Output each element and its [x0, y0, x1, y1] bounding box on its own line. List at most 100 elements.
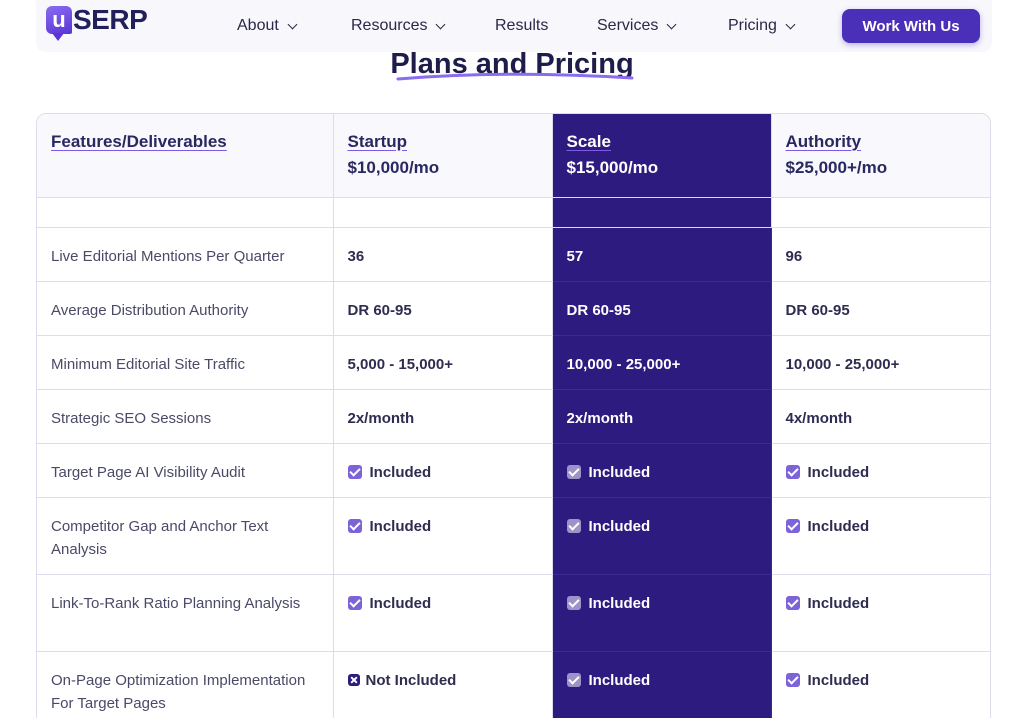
status-text: Included [588, 463, 651, 481]
authority-value: Included [770, 573, 990, 652]
plan-name[interactable]: Scale [566, 132, 611, 151]
logo-text: SERP [73, 4, 148, 35]
features-header: Features/Deliverables [37, 114, 334, 198]
nav-item-about[interactable]: About [237, 0, 298, 52]
table-row: Strategic SEO Sessions 2x/month 2x/month… [37, 388, 990, 444]
table-row: Target Page AI Visibility Audit Included… [37, 442, 990, 498]
checkbox-checked-icon [785, 465, 800, 479]
status-text: Included [588, 671, 651, 689]
feature-name: Target Page AI Visibility Audit [37, 442, 334, 498]
feature-name: Competitor Gap and Anchor Text Analysis [37, 496, 334, 575]
startup-value: 2x/month [332, 388, 553, 444]
nav-item-label: Results [495, 17, 549, 34]
logo-mark-icon: u [46, 6, 72, 41]
nav-item-pricing[interactable]: Pricing [728, 0, 796, 52]
status-text: Included [588, 594, 651, 612]
status-text: Included [369, 517, 432, 535]
checkbox-checked-icon [566, 596, 581, 610]
authority-value: 10,000 - 25,000+ [770, 334, 990, 390]
startup-value: Not Included [332, 650, 553, 718]
top-navbar: u SERP About Resources Results Services … [36, 0, 992, 52]
nav-item-label: Services [597, 17, 659, 34]
authority-value: 96 [770, 226, 990, 282]
features-header-label[interactable]: Features/Deliverables [51, 132, 227, 151]
scale-value: 10,000 - 25,000+ [551, 334, 772, 390]
chevron-down-icon [436, 19, 446, 29]
checkbox-checked-icon [347, 465, 362, 479]
authority-value: Included [770, 442, 990, 498]
status-text: Included [807, 671, 870, 689]
checkbox-checked-icon [347, 596, 362, 610]
spacer-row [37, 196, 990, 228]
startup-value: Included [332, 573, 553, 652]
plan-name[interactable]: Startup [347, 132, 408, 151]
scale-value: Included [551, 573, 772, 652]
table-row: On-Page Optimization Implementation For … [37, 650, 990, 718]
checkbox-checked-icon [785, 596, 800, 610]
brand-logo[interactable]: u SERP [46, 4, 148, 46]
authority-value: 4x/month [770, 388, 990, 444]
plan-header-scale: Scale $15,000/mo [551, 114, 772, 198]
plan-price: $15,000/mo [566, 158, 659, 177]
plan-header-startup: Startup $10,000/mo [332, 114, 553, 198]
scale-value: Included [551, 442, 772, 498]
status-text: Included [807, 463, 870, 481]
nav-item-resources[interactable]: Resources [351, 0, 446, 52]
title-underline-decoration [396, 72, 634, 81]
pricing-table: Features/Deliverables Startup $10,000/mo… [36, 113, 991, 718]
scale-value: 57 [551, 226, 772, 282]
chevron-down-icon [785, 19, 796, 29]
startup-value: DR 60-95 [332, 280, 553, 336]
nav-item-label: Pricing [728, 17, 777, 34]
authority-value: Included [770, 650, 990, 718]
nav-item-services[interactable]: Services [597, 0, 677, 52]
scale-value: Included [551, 496, 772, 575]
checkbox-checked-icon [785, 519, 800, 533]
table-row: Competitor Gap and Anchor Text Analysis … [37, 496, 990, 575]
x-box-icon [347, 674, 360, 686]
startup-value: 36 [332, 226, 553, 282]
scale-value: 2x/month [551, 388, 772, 444]
checkbox-checked-icon [347, 519, 362, 533]
nav-item-label: About [237, 17, 279, 34]
status-text: Included [369, 594, 432, 612]
feature-name: Minimum Editorial Site Traffic [37, 334, 334, 390]
status-text: Included [807, 517, 870, 535]
nav-item-label: Resources [351, 17, 428, 34]
chevron-down-icon [666, 19, 677, 29]
checkbox-checked-icon [566, 465, 581, 479]
checkbox-checked-icon [785, 673, 800, 687]
table-row: Live Editorial Mentions Per Quarter 36 5… [37, 226, 990, 282]
status-text: Included [588, 517, 651, 535]
scale-value: Included [551, 650, 772, 718]
feature-name: Average Distribution Authority [37, 280, 334, 336]
status-text: Included [807, 594, 870, 612]
authority-value: DR 60-95 [770, 280, 990, 336]
plan-price: $10,000/mo [347, 158, 440, 177]
spacer-cell [551, 196, 772, 228]
plan-name[interactable]: Authority [785, 132, 862, 151]
chevron-down-icon [287, 19, 298, 29]
status-text: Not Included [365, 671, 457, 689]
checkbox-checked-icon [566, 673, 581, 687]
feature-name: Link-To-Rank Ratio Planning Analysis [37, 573, 334, 652]
checkbox-checked-icon [566, 519, 581, 533]
startup-value: Included [332, 442, 553, 498]
nav-item-results[interactable]: Results [495, 0, 548, 52]
work-with-us-button[interactable]: Work With Us [842, 9, 980, 43]
spacer-cell [37, 196, 334, 228]
plan-header-authority: Authority $25,000+/mo [770, 114, 990, 198]
authority-value: Included [770, 496, 990, 575]
feature-name: Strategic SEO Sessions [37, 388, 334, 444]
plan-price: $25,000+/mo [785, 158, 888, 177]
status-text: Included [369, 463, 432, 481]
feature-name: Live Editorial Mentions Per Quarter [37, 226, 334, 282]
spacer-cell [770, 196, 990, 228]
spacer-cell [332, 196, 553, 228]
table-row: Link-To-Rank Ratio Planning Analysis Inc… [37, 573, 990, 652]
table-row: Minimum Editorial Site Traffic 5,000 - 1… [37, 334, 990, 390]
startup-value: 5,000 - 15,000+ [332, 334, 553, 390]
startup-value: Included [332, 496, 553, 575]
table-row: Average Distribution Authority DR 60-95 … [37, 280, 990, 336]
feature-name: On-Page Optimization Implementation For … [37, 650, 334, 718]
